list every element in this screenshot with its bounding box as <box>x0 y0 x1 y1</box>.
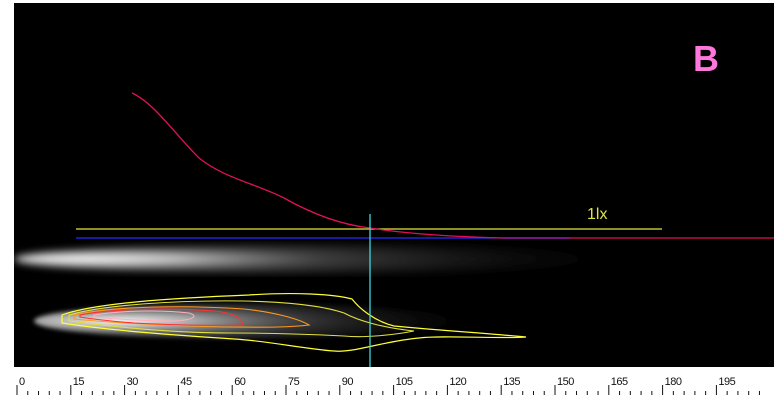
ruler-tick-label: 165 <box>611 376 628 388</box>
ruler-tick-label: 150 <box>557 376 574 388</box>
contour-mid-outer <box>68 300 415 338</box>
iso-lux-label: 1lx <box>587 206 607 223</box>
falloff-curve <box>131 92 505 239</box>
ruler-tick-label: 180 <box>665 376 682 388</box>
ruler-ticks: 0 15 30 45 60 75 90 105 120 135 150 165 180 195 <box>16 376 760 395</box>
ruler-tick-label: 135 <box>503 376 520 388</box>
distance-ruler <box>14 367 774 402</box>
contour-mid <box>73 306 311 328</box>
beam-plot-viewport[interactable]: 1lx 0 15 30 45 60 75 90 105 120 135 150 165 180 195 B <box>14 3 774 402</box>
panel-letter: B <box>693 38 719 79</box>
ruler-tick-label: 15 <box>73 376 85 388</box>
contour-core <box>93 310 195 322</box>
contour-inner <box>79 308 243 326</box>
isolux-contours <box>61 293 527 352</box>
beam-side-glow <box>14 244 614 274</box>
ruler-tick-label: 45 <box>180 376 192 388</box>
beam-plot: 1lx 0 15 30 45 60 75 90 105 120 135 150 165 180 195 <box>14 92 774 402</box>
ruler-tick-label: 60 <box>234 376 246 388</box>
ruler-tick-label: 90 <box>342 376 354 388</box>
ruler-tick-label: 105 <box>396 376 413 388</box>
ruler-tick-label: 30 <box>127 376 139 388</box>
ruler-tick-label: 75 <box>288 376 300 388</box>
contour-outer <box>61 293 527 352</box>
ruler-tick-label: 195 <box>718 376 735 388</box>
beam-spot-glow <box>34 303 454 339</box>
ruler-tick-label: 0 <box>19 376 25 388</box>
ruler-tick-label: 120 <box>449 376 466 388</box>
